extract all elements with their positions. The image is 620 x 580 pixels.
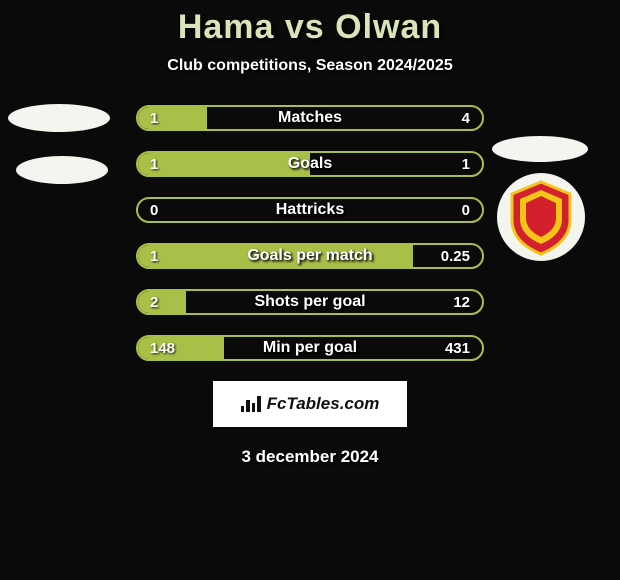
- page-title: Hama vs Olwan: [0, 8, 620, 47]
- stat-row: 1 Goals per match 0.25: [0, 243, 620, 269]
- stat-bar: 148 Min per goal 431: [136, 335, 484, 361]
- stat-label: Matches: [138, 107, 482, 129]
- vs-text: vs: [285, 8, 325, 46]
- stat-label: Goals per match: [138, 245, 482, 267]
- brand-badge[interactable]: FcTables.com: [213, 381, 407, 427]
- bars-icon: [241, 396, 261, 412]
- player2-name: Olwan: [335, 8, 442, 46]
- stat-row: 2 Shots per goal 12: [0, 289, 620, 315]
- stat-left-value: 2: [150, 291, 158, 313]
- stat-bar: 0 Hattricks 0: [136, 197, 484, 223]
- stat-label: Shots per goal: [138, 291, 482, 313]
- stat-bar: 1 Goals 1: [136, 151, 484, 177]
- stat-bar: 2 Shots per goal 12: [136, 289, 484, 315]
- stat-left-value: 0: [150, 199, 158, 221]
- stat-bar: 1 Goals per match 0.25: [136, 243, 484, 269]
- stat-label: Min per goal: [138, 337, 482, 359]
- stat-row: 1 Matches 4: [0, 105, 620, 131]
- stat-left-value: 148: [150, 337, 175, 359]
- stat-right-value: 4: [462, 107, 470, 129]
- stat-label: Hattricks: [138, 199, 482, 221]
- stat-right-value: 0.25: [441, 245, 470, 267]
- player1-name: Hama: [178, 8, 275, 46]
- stat-row: 1 Goals 1: [0, 151, 620, 177]
- date-text: 3 december 2024: [0, 447, 620, 467]
- brand-text: FcTables.com: [267, 394, 380, 414]
- stat-label: Goals: [138, 153, 482, 175]
- stat-right-value: 0: [462, 199, 470, 221]
- comparison-card: Hama vs Olwan Club competitions, Season …: [0, 0, 620, 467]
- stat-right-value: 12: [453, 291, 470, 313]
- stat-row: 148 Min per goal 431: [0, 335, 620, 361]
- stat-right-value: 431: [445, 337, 470, 359]
- stat-right-value: 1: [462, 153, 470, 175]
- stat-row: 0 Hattricks 0: [0, 197, 620, 223]
- subtitle: Club competitions, Season 2024/2025: [0, 57, 620, 75]
- stat-left-value: 1: [150, 245, 158, 267]
- stat-bar: 1 Matches 4: [136, 105, 484, 131]
- stat-left-value: 1: [150, 153, 158, 175]
- stat-left-value: 1: [150, 107, 158, 129]
